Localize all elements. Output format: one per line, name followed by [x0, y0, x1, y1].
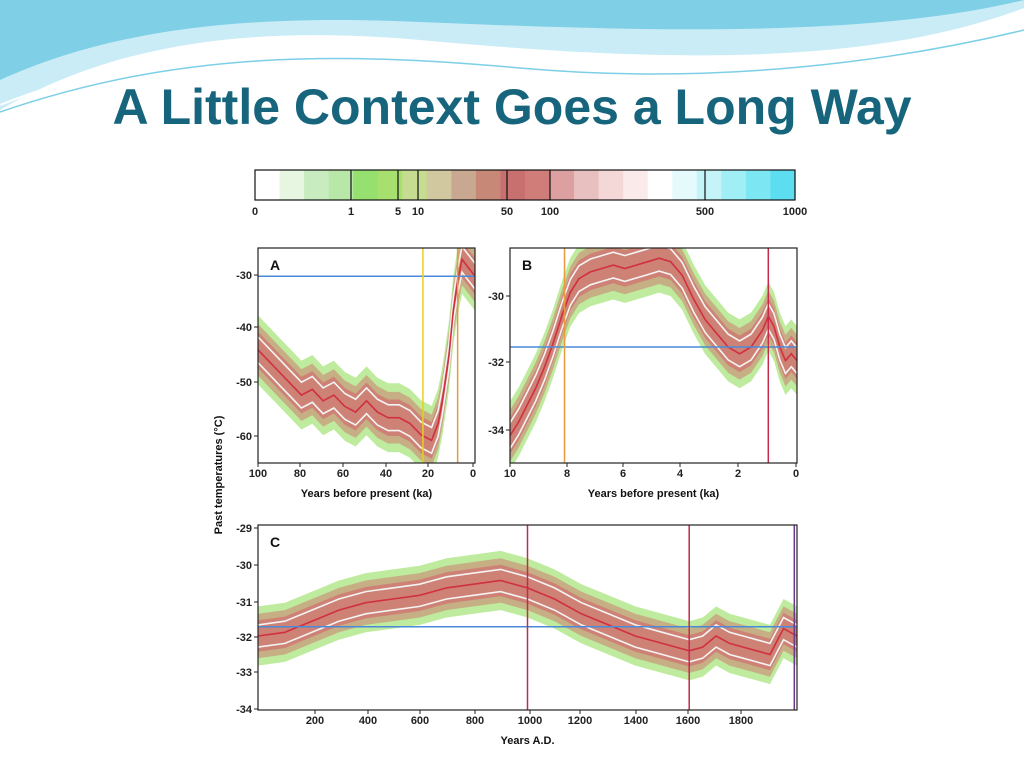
colorbar-tick-label: 500 — [696, 206, 714, 218]
x-tick-label: 0 — [470, 468, 476, 480]
x-tick-label: 600 — [411, 715, 429, 727]
colorbar-swatch — [574, 170, 600, 200]
x-axis-label: Years A.D. — [500, 735, 554, 747]
panel-b: B 10 8 6 4 2 0 -30 -32 -34 Years before present (k… — [488, 247, 799, 500]
colorbar-swatch — [770, 170, 796, 200]
y-tick-label: -33 — [236, 667, 252, 679]
panel-plot-area — [258, 525, 797, 710]
x-tick-label: 1200 — [568, 715, 592, 727]
panel-plot-area — [258, 248, 475, 463]
colorbar-swatch — [255, 170, 281, 200]
x-tick-label: 400 — [359, 715, 377, 727]
colorbar-swatch — [304, 170, 330, 200]
colorbar-swatch — [647, 170, 673, 200]
x-tick-label: 4 — [677, 468, 684, 480]
colorbar-tick-label: 100 — [541, 206, 559, 218]
y-tick-label: -40 — [236, 322, 252, 334]
colorbar-swatch — [279, 170, 305, 200]
x-tick-label: 2 — [735, 468, 741, 480]
colorbar-swatch — [672, 170, 698, 200]
colorbar-swatch — [745, 170, 772, 200]
y-tick-label: -34 — [236, 704, 253, 716]
x-tick-label: 1800 — [729, 715, 753, 727]
panel-frame — [509, 247, 798, 464]
x-tick-label: 0 — [793, 468, 799, 480]
panel-frame — [257, 247, 476, 464]
colorbar-swatch — [696, 170, 722, 200]
uncertainty-band-middle — [510, 248, 797, 462]
x-axis-label: Years before present (ka) — [588, 488, 720, 500]
colorbar-tick-label: 1000 — [783, 206, 807, 218]
x-tick-label: 1000 — [518, 715, 542, 727]
colorbar-swatch — [426, 170, 452, 200]
y-tick-label: -32 — [236, 632, 252, 644]
panel-plot-area — [510, 248, 797, 463]
y-tick-label: -34 — [488, 425, 505, 437]
colorbar-tick-label: 5 — [395, 206, 401, 218]
x-tick-label: 800 — [466, 715, 484, 727]
upper-bound-line — [258, 248, 475, 429]
header-wave — [0, 0, 1024, 113]
uncertainty-band-inner — [510, 248, 797, 454]
y-tick-label: -32 — [488, 357, 504, 369]
panel-label: C — [270, 534, 280, 550]
y-tick-label: -60 — [236, 431, 252, 443]
lower-bound-line — [258, 270, 475, 455]
upper-bound-line — [258, 568, 797, 645]
lower-bound-line — [258, 590, 797, 667]
x-tick-label: 10 — [504, 468, 516, 480]
y-tick-label: -30 — [236, 560, 252, 572]
colorbar: 0 1 5 10 50 100 500 1000 — [252, 169, 807, 218]
x-tick-label: 200 — [306, 715, 324, 727]
x-tick-label: 1400 — [624, 715, 648, 727]
colorbar-swatch — [598, 170, 624, 200]
x-tick-label: 1600 — [676, 715, 700, 727]
colorbar-tick-label: 1 — [348, 206, 354, 218]
uncertainty-band-middle — [258, 248, 475, 463]
colorbar-tick-label: 0 — [252, 206, 258, 218]
x-axis-label: Years before present (ka) — [301, 488, 433, 500]
panel-c: C 200 400 600 800 1000 1200 1400 1600 1800 -29 -30 -… — [236, 523, 798, 747]
colorbar-tick-label: 50 — [501, 206, 513, 218]
x-tick-label: 6 — [620, 468, 626, 480]
y-tick-label: -50 — [236, 377, 252, 389]
y-tick-label: -30 — [488, 291, 504, 303]
panel-label: A — [270, 257, 280, 273]
colorbar-swatch — [328, 170, 354, 200]
colorbar-swatch — [475, 170, 502, 200]
y-tick-label: -30 — [236, 270, 252, 282]
x-tick-label: 8 — [564, 468, 570, 480]
y-tick-label: -29 — [236, 523, 252, 535]
y-axis-label: Past temperatures (°C) — [213, 415, 225, 534]
colorbar-swatch — [402, 170, 428, 200]
slide-title: A Little Context Goes a Long Way — [112, 79, 912, 135]
x-tick-label: 80 — [294, 468, 306, 480]
panel-label: B — [522, 257, 532, 273]
colorbar-swatch — [451, 170, 477, 200]
colorbar-frame — [254, 169, 796, 201]
colorbar-swatch — [623, 170, 649, 200]
colorbar-swatch — [377, 170, 403, 200]
y-tick-label: -31 — [236, 597, 252, 609]
colorbar-swatch — [549, 170, 575, 200]
x-tick-label: 100 — [249, 468, 267, 480]
colorbar-swatch — [721, 170, 747, 200]
panel-frame — [257, 524, 798, 711]
colorbar-tick-label: 10 — [412, 206, 424, 218]
x-tick-label: 60 — [337, 468, 349, 480]
figure-background — [198, 160, 816, 760]
x-tick-label: 20 — [422, 468, 434, 480]
mean-temperature-line — [258, 257, 475, 442]
panel-a: A 100 80 60 40 20 0 -30 -40 -50 -60 Years before pr… — [236, 247, 476, 500]
uncertainty-band-inner — [258, 248, 475, 459]
colorbar-swatch — [500, 170, 526, 200]
mean-temperature-line — [258, 579, 797, 656]
colorbar-swatch — [525, 170, 551, 200]
colorbar-swatch — [353, 170, 379, 200]
x-tick-label: 40 — [380, 468, 392, 480]
